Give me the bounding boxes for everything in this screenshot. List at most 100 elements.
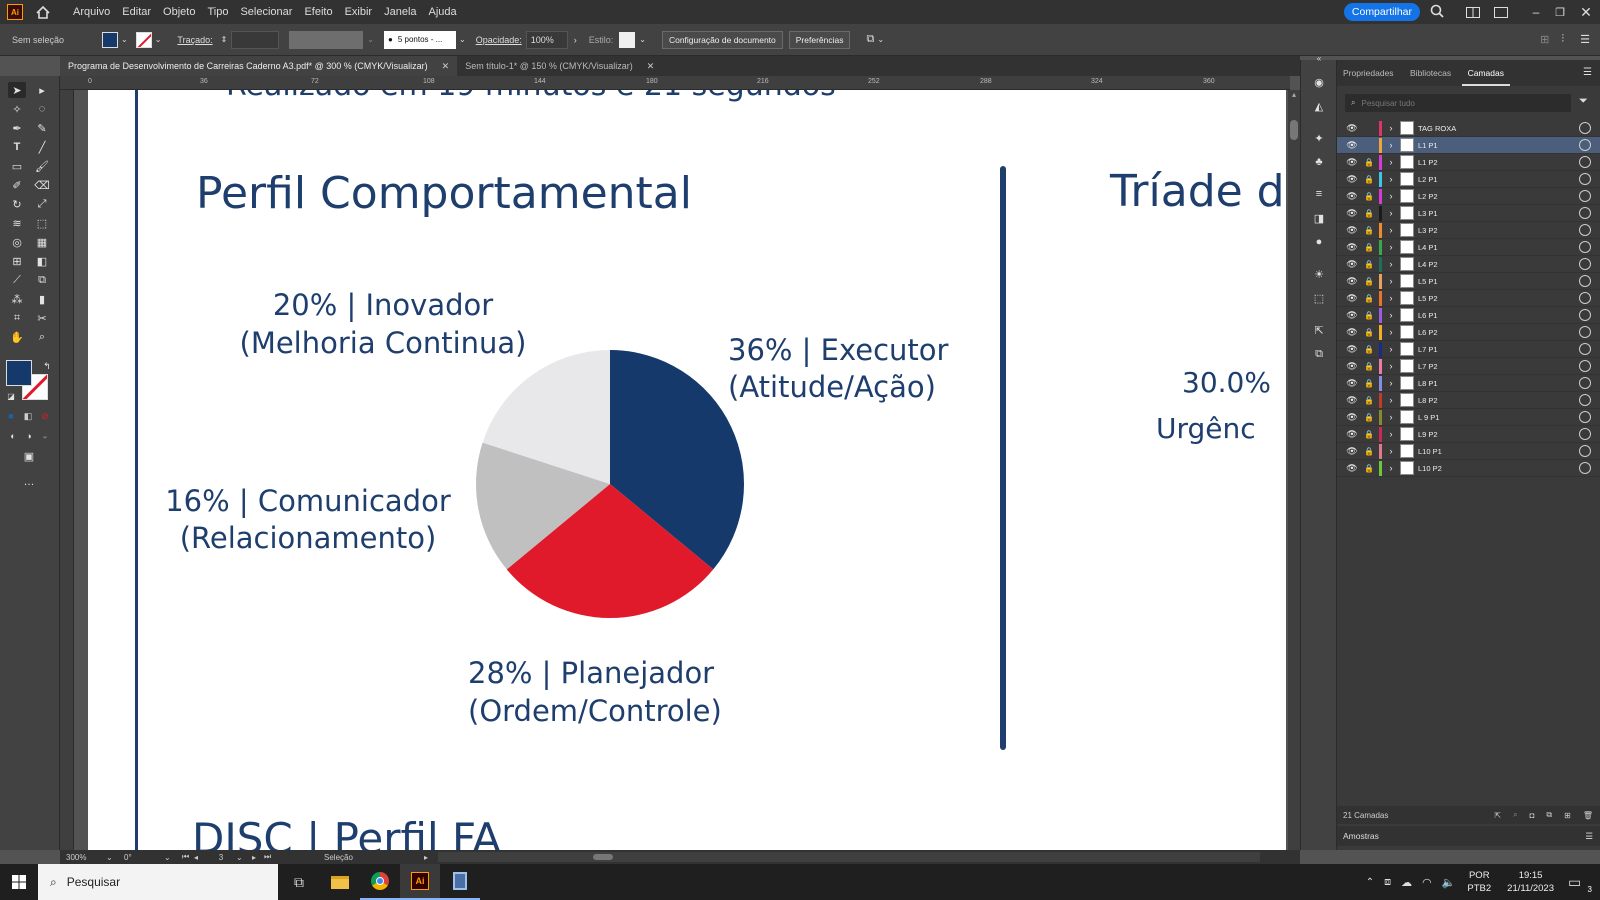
target-circle-icon[interactable] — [1579, 156, 1591, 168]
tab-camadas[interactable]: Camadas — [1461, 60, 1510, 86]
style-dropdown-icon[interactable]: ⌄ — [639, 35, 646, 44]
export-layer-icon[interactable]: ⇱ — [1494, 810, 1502, 820]
lock-icon[interactable]: 🔒 — [1364, 191, 1374, 201]
task-view-icon[interactable]: ⧉ — [294, 873, 304, 890]
opacity-label[interactable]: Opacidade: — [475, 34, 522, 45]
expand-chevron-icon[interactable]: › — [1389, 140, 1393, 150]
target-circle-icon[interactable] — [1579, 241, 1591, 253]
visibility-eye-icon[interactable]: 👁 — [1346, 241, 1358, 252]
lock-icon[interactable]: 🔒 — [1364, 378, 1374, 388]
tab-propriedades[interactable]: Propriedades — [1343, 68, 1394, 78]
layer-row[interactable]: 👁 🔒 › L6 P1 — [1337, 307, 1600, 324]
lock-icon[interactable]: 🔒 — [1364, 429, 1374, 439]
next-artboard-icon[interactable]: ▸ — [252, 852, 257, 862]
gradient-tool-icon[interactable]: ◧ — [36, 255, 48, 268]
triade-label[interactable]: Urgênc — [1156, 412, 1256, 445]
scroll-up-icon[interactable]: ▴ — [1291, 90, 1296, 99]
artboard-number[interactable]: 3 — [218, 852, 224, 862]
filter-icon[interactable]: ⏷ — [1579, 95, 1588, 107]
expand-chevron-icon[interactable]: › — [1389, 361, 1393, 371]
lock-icon[interactable]: 🔒 — [1364, 174, 1374, 184]
variable-width-field[interactable] — [289, 30, 364, 49]
close-icon[interactable]: ✕ — [1580, 3, 1592, 20]
planejador-label[interactable]: 28% | Planejador (Ordem/Controle) — [468, 654, 722, 730]
target-circle-icon[interactable] — [1579, 139, 1591, 151]
target-circle-icon[interactable] — [1579, 309, 1591, 321]
pie-slice-planejador[interactable] — [506, 484, 714, 618]
expand-chevron-icon[interactable]: › — [1389, 123, 1393, 133]
lock-icon[interactable]: 🔒 — [1364, 242, 1374, 252]
comunicador-label[interactable]: 16% | Comunicador (Relacionamento) — [148, 483, 468, 557]
distribute-icon[interactable]: ⫶ — [1561, 33, 1565, 45]
vertical-scrollbar[interactable]: ▴ — [1288, 90, 1300, 850]
scrollbar-thumb[interactable] — [1290, 120, 1298, 140]
direct-selection-tool-icon[interactable]: ▸ — [39, 84, 45, 97]
draw-inside-icon[interactable]: ◒ — [42, 431, 48, 441]
menu-efeito[interactable]: Efeito — [304, 6, 333, 18]
visibility-eye-icon[interactable]: 👁 — [1346, 343, 1358, 354]
maximize-icon[interactable]: ❐ — [1555, 6, 1565, 19]
properties-panel-icon[interactable]: ◉ — [1314, 76, 1324, 89]
lock-icon[interactable]: 🔒 — [1364, 276, 1374, 286]
disc-profile-title[interactable]: DISC | Perfil FA — [192, 814, 502, 850]
visibility-eye-icon[interactable]: 👁 — [1346, 292, 1358, 303]
line-tool-icon[interactable]: ╱ — [38, 141, 46, 154]
target-circle-icon[interactable] — [1579, 428, 1591, 440]
target-circle-icon[interactable] — [1579, 377, 1591, 389]
swap-colors-icon[interactable]: ↰ — [43, 360, 51, 371]
visibility-eye-icon[interactable]: 👁 — [1346, 377, 1358, 388]
stroke-stepper[interactable]: ⇕ — [220, 35, 228, 44]
first-artboard-icon[interactable]: ⏮ — [182, 852, 190, 861]
visibility-eye-icon[interactable]: 👁 — [1346, 360, 1358, 371]
layer-row[interactable]: 👁 🔒 › L1 P2 — [1337, 154, 1600, 171]
expand-chevron-icon[interactable]: › — [1389, 310, 1393, 320]
behavior-profile-title[interactable]: Perfil Comportamental — [196, 168, 692, 219]
brushes-panel-icon[interactable]: ✦ — [1314, 132, 1324, 145]
menu-selecionar[interactable]: Selecionar — [240, 6, 293, 18]
perspective-grid-tool-icon[interactable]: ▦ — [36, 236, 48, 249]
pie-slice-inovador[interactable] — [482, 350, 610, 484]
expand-chevron-icon[interactable]: › — [1389, 157, 1393, 167]
inovador-label[interactable]: 20% | Inovador (Melhoria Continua) — [213, 286, 553, 362]
visibility-eye-icon[interactable]: 👁 — [1346, 326, 1358, 337]
target-circle-icon[interactable] — [1579, 224, 1591, 236]
expand-chevron-icon[interactable]: › — [1389, 208, 1393, 218]
pie-slice-executor[interactable] — [610, 350, 744, 570]
default-colors-icon[interactable]: ◪ — [7, 391, 15, 401]
clipping-mask-icon[interactable]: ◘ — [1529, 810, 1535, 820]
start-icon[interactable] — [0, 864, 38, 900]
target-circle-icon[interactable] — [1579, 122, 1591, 134]
opacity-field[interactable]: 100% — [525, 30, 568, 49]
rotation-value[interactable]: 0° — [124, 852, 132, 862]
visibility-eye-icon[interactable]: 👁 — [1346, 411, 1358, 422]
onedrive-icon[interactable]: ☁ — [1401, 876, 1413, 889]
visibility-eye-icon[interactable]: 👁 — [1346, 428, 1358, 439]
app-logo[interactable]: Ai — [7, 4, 23, 20]
layer-row[interactable]: 👁 🔒 › L7 P2 — [1337, 358, 1600, 375]
visibility-eye-icon[interactable]: 👁 — [1346, 139, 1358, 150]
gradient-panel-icon[interactable]: ◨ — [1313, 212, 1325, 225]
panel-menu-icon[interactable]: ☰ — [1580, 34, 1590, 46]
curvature-tool-icon[interactable]: ✎ — [37, 122, 47, 135]
selection-tool-icon[interactable]: ➤ — [8, 82, 26, 98]
layer-row[interactable]: 👁 🔒 › L4 P2 — [1337, 256, 1600, 273]
symbols-panel-icon[interactable]: ♣ — [1315, 156, 1323, 168]
visibility-eye-icon[interactable]: 👁 — [1346, 207, 1358, 218]
layer-row[interactable]: 👁 🔒 › L2 P2 — [1337, 188, 1600, 205]
expand-chevron-icon[interactable]: › — [1389, 378, 1393, 388]
zoom-tool-icon[interactable]: ⌕ — [38, 330, 46, 343]
target-circle-icon[interactable] — [1579, 462, 1591, 474]
expand-chevron-icon[interactable]: › — [1389, 344, 1393, 354]
shaper-tool-icon[interactable]: ✐ — [12, 179, 22, 192]
opacity-arrow-icon[interactable]: › — [573, 34, 577, 45]
search-icon[interactable] — [1430, 4, 1448, 21]
target-circle-icon[interactable] — [1579, 326, 1591, 338]
visibility-eye-icon[interactable]: 👁 — [1346, 445, 1358, 456]
lock-icon[interactable]: 🔒 — [1364, 225, 1374, 235]
artboard-dropdown-icon[interactable]: ⌄ — [236, 852, 243, 862]
lock-icon[interactable]: 🔒 — [1364, 463, 1374, 473]
style-swatch[interactable] — [619, 31, 636, 48]
menu-ajuda[interactable]: Ajuda — [428, 6, 457, 18]
visibility-eye-icon[interactable]: 👁 — [1346, 258, 1358, 269]
target-circle-icon[interactable] — [1579, 207, 1591, 219]
